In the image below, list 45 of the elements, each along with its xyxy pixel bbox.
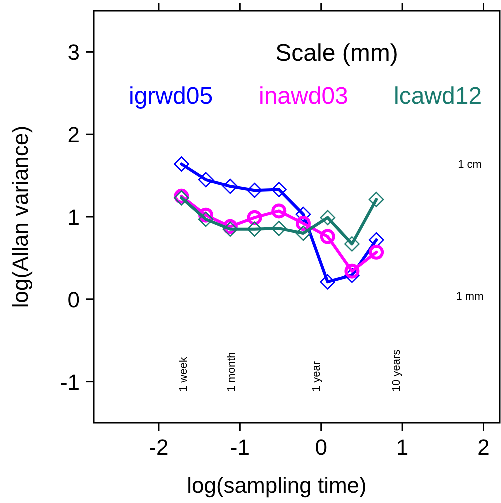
point (247, 210, 262, 226)
point (174, 156, 190, 172)
point (320, 274, 336, 290)
text: lcawd12 (394, 83, 482, 110)
text: igrwd05 (129, 83, 214, 110)
annotation: 1 cm (458, 159, 482, 171)
x-tick-label: -1 (230, 435, 250, 460)
point (222, 222, 238, 238)
point (320, 229, 336, 244)
point (368, 232, 384, 248)
annotation: 10 years (391, 349, 403, 392)
y-axis-title: log(Allan variance) (8, 126, 33, 308)
y-tick-label: 0 (68, 287, 80, 312)
annotation: 1 year (311, 361, 323, 392)
text: inawd03 (259, 83, 348, 110)
x-tick-label: 0 (315, 435, 328, 460)
point (247, 222, 262, 238)
point (344, 264, 360, 279)
y-tick-label: 3 (68, 40, 80, 66)
point (222, 178, 238, 194)
point (198, 212, 214, 228)
y-tick-label: 1 (68, 205, 80, 230)
point (271, 220, 287, 236)
point (344, 236, 360, 252)
y-tick-label: 2 (68, 122, 80, 148)
point (368, 192, 384, 208)
point (296, 216, 311, 232)
point (247, 182, 262, 198)
annotation: 1 mm (456, 291, 484, 303)
point (369, 244, 384, 260)
x-tick-label: 1 (396, 435, 409, 460)
point (296, 206, 312, 222)
legend-title: Scale (mm) (276, 40, 398, 67)
point (272, 204, 287, 219)
point (296, 226, 312, 242)
y-tick-label: -1 (60, 370, 80, 395)
point (320, 210, 336, 226)
point (271, 182, 287, 198)
x-tick-label: 2 (478, 435, 490, 460)
x-axis-title: log(sampling time) (187, 473, 367, 498)
annotation: 1 month (226, 352, 238, 392)
annotation: 1 week (178, 356, 190, 392)
point (344, 268, 360, 284)
x-tick-label: -2 (149, 435, 169, 460)
point (198, 172, 214, 188)
